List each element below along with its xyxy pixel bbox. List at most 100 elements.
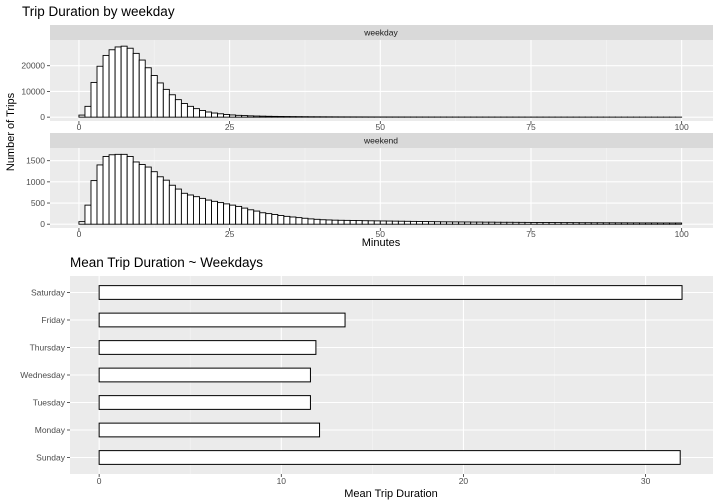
histogram-bar [156,82,164,118]
histogram-bar [223,113,231,118]
histogram-bar [349,220,357,225]
histogram-bar [512,221,520,225]
bar-x-axis-label: Mean Trip Duration [344,488,438,500]
histogram-bar [96,164,104,225]
x-tick-label: 0 [77,122,82,132]
histogram-bar [675,222,683,225]
histogram-bar [645,222,652,225]
weekend-strip [50,133,713,148]
histogram-bar [174,188,182,225]
mean-duration-bar [98,395,311,410]
mean-duration-bar [98,450,681,465]
weekday-strip [50,25,713,40]
histogram-bar [253,210,261,225]
weekday-strip-label: weekday [363,28,398,38]
histogram-bar [657,222,665,225]
y-tick-label: 1000 [26,177,45,187]
histogram-bar [331,219,339,225]
histogram-bar [265,115,273,118]
histogram-bar [96,65,104,118]
histogram-bar [78,221,86,225]
histogram-bar [367,220,375,225]
histogram-bar [235,205,243,225]
histogram-bar [211,112,219,118]
histogram-bar [199,197,206,225]
histogram-bar [180,103,188,118]
histogram-bar [397,220,405,225]
histogram-bar [108,49,116,118]
histogram-bar [385,220,393,225]
histogram-bar [301,217,309,225]
histogram-bar [590,222,598,225]
histogram-bar [422,221,429,225]
weekend-strip-label: weekend [363,136,398,146]
histogram-bar [440,221,448,225]
histogram-bar [102,54,110,118]
histogram-bar [464,221,472,225]
histogram-bar [626,222,634,225]
histogram-bar [126,47,134,118]
histogram-bar [259,115,267,118]
histogram-bar [277,116,285,118]
histogram-bar [307,218,315,225]
histogram-bar [78,114,86,118]
histogram-bar [271,115,279,118]
histogram-bar [174,99,182,118]
x-tick-label: 25 [225,122,235,132]
histogram-bar [524,221,532,225]
histogram-bar [120,153,128,225]
histogram-bar [265,213,273,225]
histogram-bar [608,222,616,225]
histogram-bar [536,222,544,225]
y-tick-label: 500 [31,198,45,208]
histogram-bar [602,222,610,225]
histogram-bar [669,222,677,225]
x-tick-label: 10 [277,476,287,486]
histogram-bar [355,220,363,225]
histogram-bar [186,105,194,118]
histogram-bar [560,222,568,225]
mean-duration-bar [98,285,683,300]
histogram-bar [506,221,514,225]
histogram-bar [132,52,140,118]
histogram-bar [470,221,478,225]
histogram-bar [241,115,249,118]
histogram-bar [144,67,152,118]
category-label: Friday [41,315,65,325]
histogram-bar [458,221,466,225]
bar-title: Mean Trip Duration ~ Weekdays [70,255,263,270]
histogram-bar [518,221,526,225]
histogram-bar [542,222,550,225]
x-tick-label: 0 [97,476,102,486]
histogram-bar [452,221,460,225]
histogram-bar [217,202,225,225]
histogram-bar [144,166,152,225]
histogram-bar [223,203,231,225]
category-label: Monday [35,425,66,435]
histogram-bar [247,209,255,225]
histogram-bar [578,222,586,225]
histogram-bar [620,222,628,225]
histogram-bar [416,221,423,225]
histogram-bar [530,222,538,225]
histogram-bar [229,204,237,225]
histogram-bar [199,110,206,118]
x-tick-label: 50 [376,122,386,132]
category-label: Wednesday [20,370,65,380]
histogram-bar [434,221,442,225]
histogram-bar [289,216,297,225]
histogram-bar [289,116,297,118]
histogram-bar [168,184,176,225]
y-tick-label: 0 [40,112,45,122]
category-label: Thursday [30,343,66,353]
histogram-bar [84,204,92,225]
y-tick-label: 20000 [21,61,45,71]
histogram-bar [403,220,411,225]
weekend-panel: 0 500 1000 1500 [26,148,713,229]
histogram-bar [108,154,116,225]
x-tick-label: 0 [77,229,82,239]
mean-duration-bar [98,422,321,438]
histogram-bar [211,200,219,225]
histogram-bar [150,75,158,118]
